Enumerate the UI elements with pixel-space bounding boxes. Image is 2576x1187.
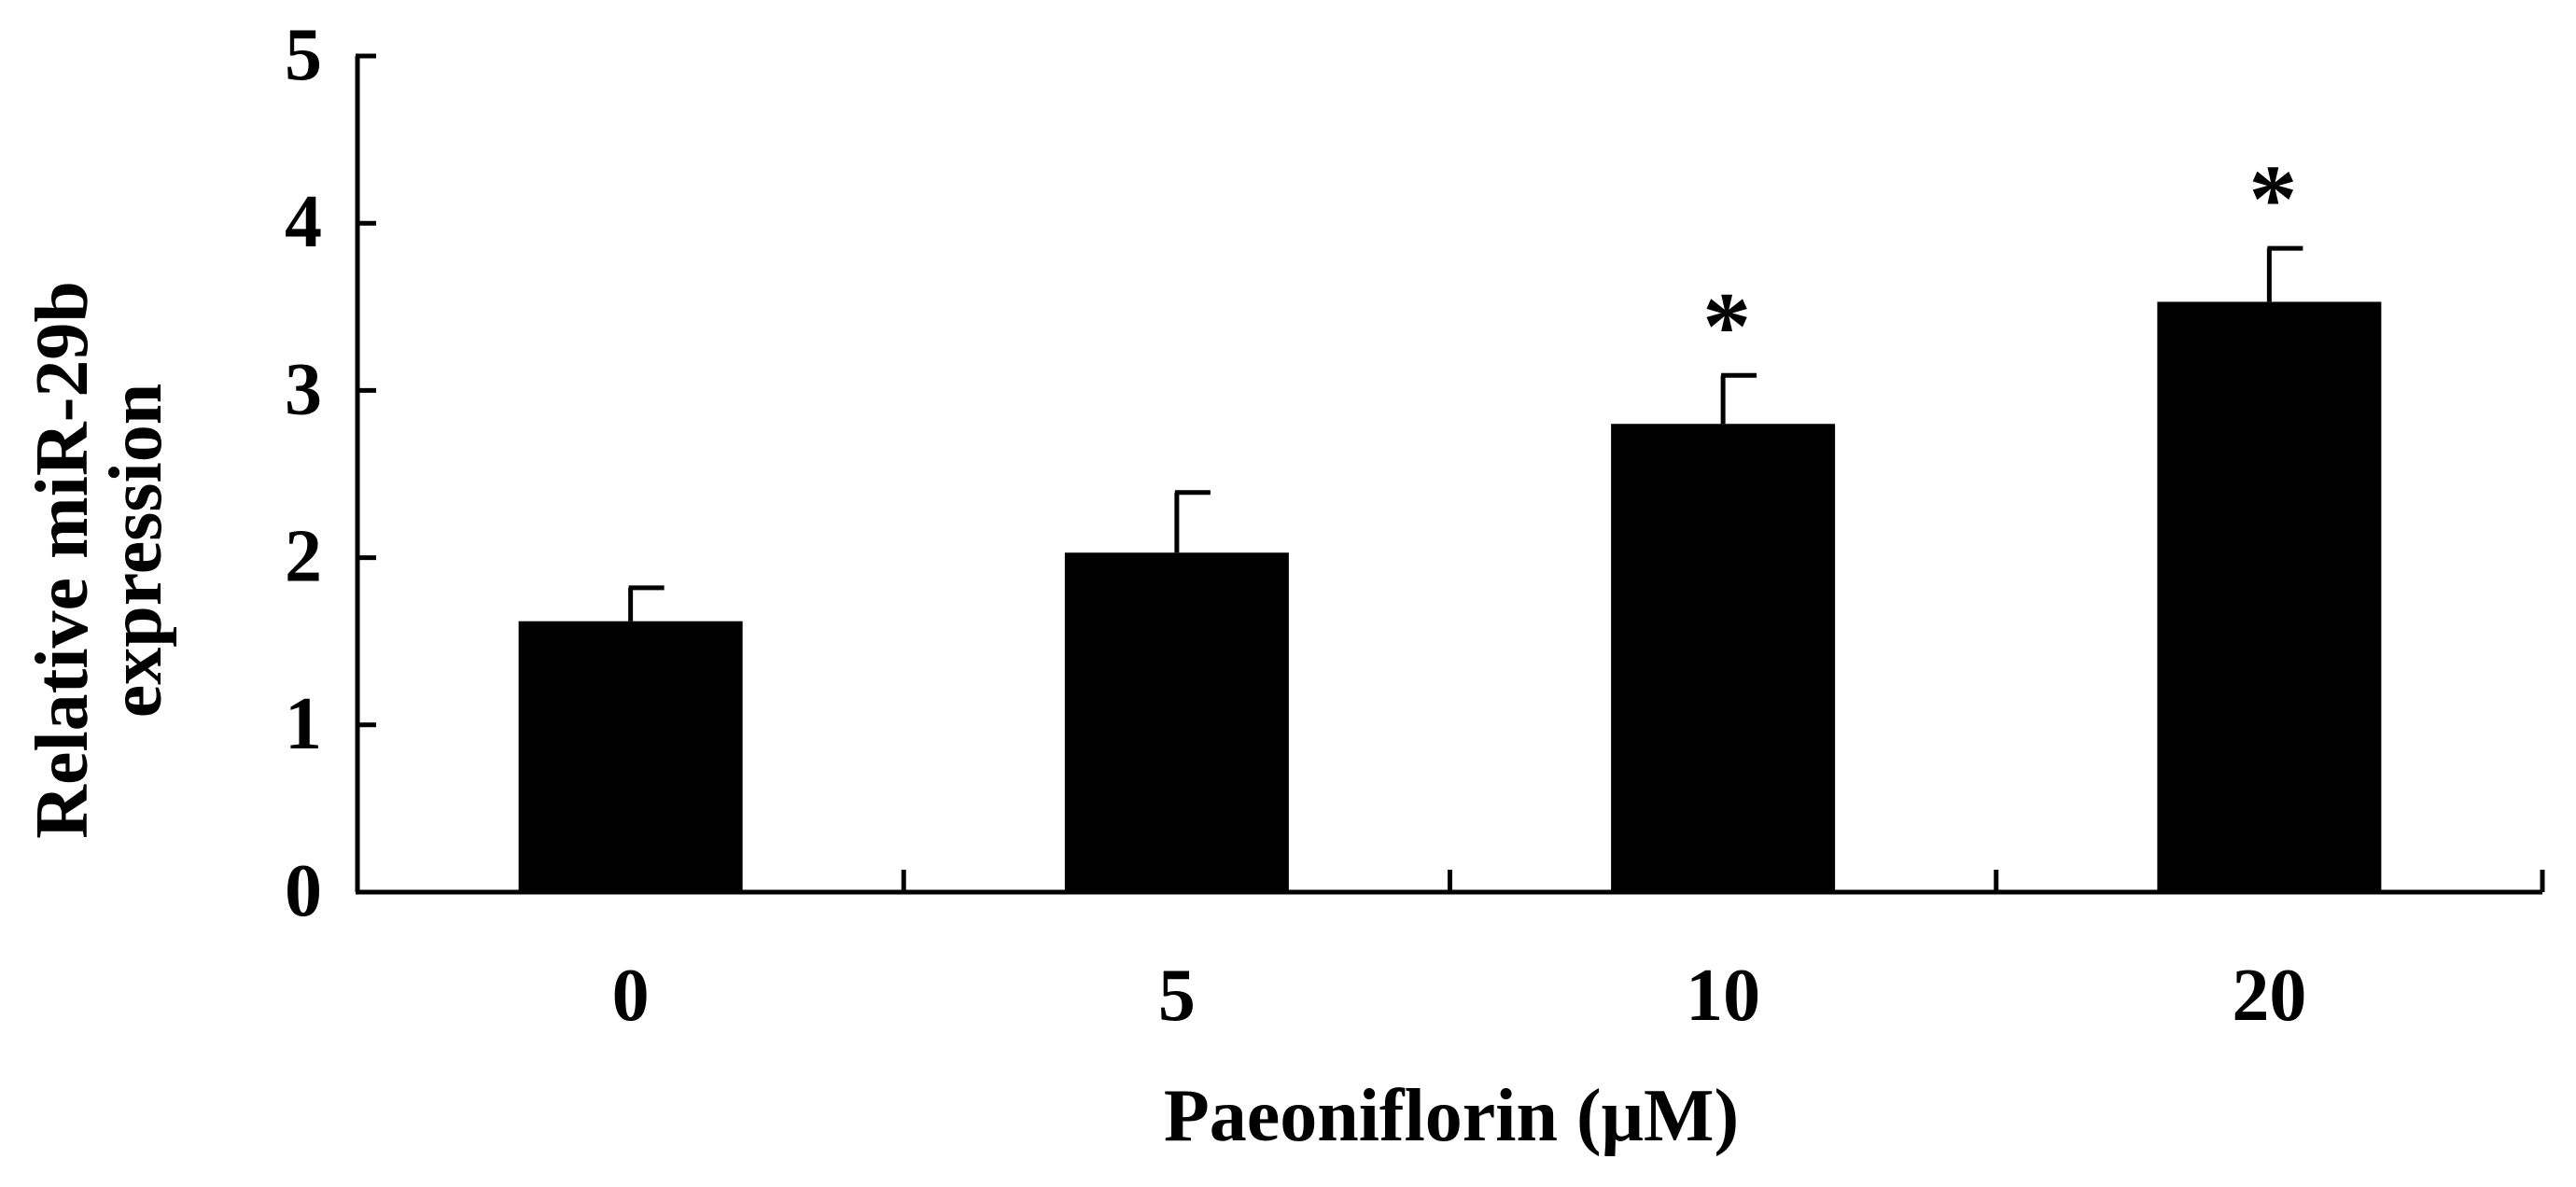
x-ticks: 0 5 10 20 (612, 870, 2545, 1037)
x-tick-label: 10 (1686, 955, 1760, 1037)
y-tick-label: 1 (285, 683, 322, 765)
x-tick-label: 20 (2232, 955, 2306, 1037)
y-tick-label: 4 (285, 181, 322, 263)
error-bars (628, 245, 2303, 621)
x-axis-label: Paeoniflorin (μM) (1164, 1075, 1739, 1157)
significance-asterisk: * (1702, 272, 1751, 380)
y-tick-label: 5 (285, 14, 322, 96)
axis-labels: Paeoniflorin (μM) Relative miR-29b expre… (21, 262, 1739, 1157)
y-ticks: 0 1 2 3 4 5 (285, 14, 376, 932)
y-tick-label: 2 (285, 516, 322, 598)
significance-asterisk: * (2248, 146, 2297, 253)
bar (518, 621, 743, 892)
significance-marks: ** (1702, 146, 2297, 380)
y-axis-label-line-2: expression (95, 384, 177, 719)
bars (518, 301, 2382, 892)
bar (1064, 552, 1289, 892)
bar (1611, 424, 1836, 892)
bar (2157, 301, 2382, 892)
x-tick-label: 5 (1158, 955, 1196, 1037)
x-tick-label: 0 (612, 955, 650, 1037)
y-axis-label-line-1: Relative miR-29b (21, 281, 104, 839)
y-axis-label: Relative miR-29b expression (21, 262, 177, 839)
y-tick-label: 0 (285, 850, 322, 932)
y-tick-label: 3 (285, 348, 322, 430)
